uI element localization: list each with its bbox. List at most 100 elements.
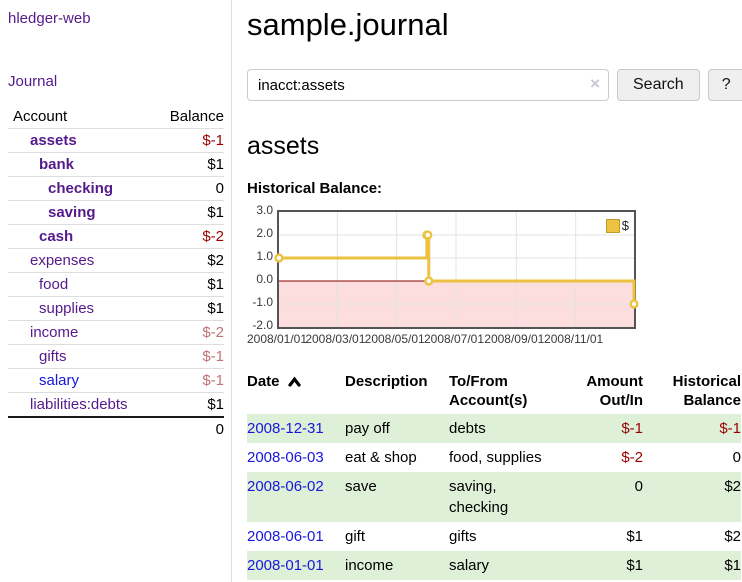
column-header-date[interactable]: Date [247, 368, 345, 414]
account-row: supplies $1 [8, 296, 224, 321]
transaction-balance: $-1 [719, 420, 741, 437]
transaction-accounts: gifts [449, 528, 477, 545]
accounts-total-balance: 0 [215, 421, 224, 438]
account-link-saving[interactable]: saving [48, 204, 96, 221]
x-axis-tick-label: 2008/03/01 [305, 332, 366, 346]
account-balance: $1 [207, 276, 224, 293]
y-axis-tick-label: -1.0 [252, 295, 273, 309]
account-link-supplies[interactable]: supplies [39, 300, 95, 317]
column-header-amount: Amount Out/In [586, 373, 643, 409]
transaction-date-cell: 2008-01-01 [247, 551, 345, 580]
y-axis-tick-label: 0.0 [256, 272, 273, 286]
transactions-table: Date Description To/From Account(s) Amount O… [247, 368, 741, 580]
transaction-balance: $1 [724, 557, 741, 574]
transaction-balance: $2 [724, 528, 741, 545]
app-brand-link[interactable]: hledger-web [8, 10, 91, 27]
account-row: food $1 [8, 272, 224, 297]
account-balance: $1 [207, 156, 224, 173]
transaction-accounts: saving, checking [449, 478, 509, 516]
transaction-row: 2008-01-01 income salary $1 $1 [247, 551, 741, 580]
account-link-income[interactable]: income [30, 324, 79, 341]
account-title: assets [247, 132, 320, 160]
transaction-date-link[interactable]: 2008-06-02 [247, 478, 324, 495]
account-link-food[interactable]: food [39, 276, 69, 293]
transaction-date-cell: 2008-06-01 [247, 522, 345, 551]
transaction-row: 2008-06-01 gift gifts $1 $2 [247, 522, 741, 551]
account-balance: $-2 [202, 324, 224, 341]
transaction-description: gift [345, 528, 366, 545]
account-link-liabilities-debts[interactable]: liabilities:debts [30, 396, 128, 413]
account-balance: $1 [207, 204, 224, 221]
y-axis-tick-label: 3.0 [256, 203, 273, 217]
transaction-date-link[interactable]: 2008-06-01 [247, 528, 324, 545]
account-row: cash $-2 [8, 224, 224, 249]
column-header-tofrom: To/From Account(s) [449, 373, 528, 409]
transaction-date-cell: 2008-12-31 [247, 414, 345, 443]
chart-legend: $ [605, 218, 629, 233]
column-header-historical: Historical Balance [672, 373, 741, 409]
transaction-date-link[interactable]: 2008-01-01 [247, 557, 324, 574]
transaction-description: pay off [345, 420, 390, 437]
account-link-cash[interactable]: cash [39, 228, 74, 245]
accounts-table-body: assets $-1 bank $1 checking 0 saving $1 cash $-2 e… [8, 128, 224, 418]
transaction-date-link[interactable]: 2008-06-03 [247, 449, 324, 466]
account-row: saving $1 [8, 200, 224, 225]
legend-swatch-icon [605, 218, 620, 233]
balance-chart: $ 3.0 2.0 1.0 0.0 -1.0 -2.0 2008/01/01 2008/03/… [247, 203, 742, 346]
search-input[interactable] [247, 69, 609, 101]
x-axis-tick-label: 2008/05/01 [364, 332, 425, 346]
search-button[interactable]: Search [617, 69, 700, 101]
transaction-date-link[interactable]: 2008-12-31 [247, 420, 324, 437]
account-row: income $-2 [8, 320, 224, 345]
account-balance: $-1 [202, 372, 224, 389]
page-title: sample.journal [247, 7, 449, 42]
account-link-gifts[interactable]: gifts [39, 348, 67, 365]
search-box: × [247, 69, 609, 101]
account-link-checking[interactable]: checking [48, 180, 114, 197]
sort-ascending-icon [288, 376, 301, 387]
account-row: bank $1 [8, 152, 224, 177]
transaction-accounts: food, supplies [449, 449, 542, 466]
accounts-table: Account Balance assets $-1 bank $1 checking 0… [8, 105, 224, 441]
account-balance: $1 [207, 396, 224, 413]
account-balance: $-1 [202, 132, 224, 149]
account-balance: $-1 [202, 348, 224, 365]
transaction-amount: $-2 [621, 449, 643, 466]
account-row: checking 0 [8, 176, 224, 201]
transaction-date-cell: 2008-06-02 [247, 472, 345, 522]
account-link-expenses[interactable]: expenses [30, 252, 95, 269]
transaction-row: 2008-06-02 save saving, checking 0 $2 [247, 472, 741, 522]
transaction-balance: $2 [724, 478, 741, 495]
accounts-total-row: 0 [8, 417, 224, 441]
clear-search-icon[interactable]: × [590, 74, 600, 93]
account-link-bank[interactable]: bank [39, 156, 75, 173]
sidebar-item-journal[interactable]: Journal [8, 73, 58, 90]
account-row: gifts $-1 [8, 344, 224, 369]
chart-label: Historical Balance: [247, 180, 383, 197]
x-axis-tick-label: 2008/09/01 [484, 332, 545, 346]
account-link-salary[interactable]: salary [39, 372, 80, 389]
account-balance: $2 [207, 252, 224, 269]
transaction-row: 2008-12-31 pay off debts $-1 $-1 [247, 414, 741, 443]
transaction-description: income [345, 557, 394, 574]
y-axis-tick-label: 1.0 [256, 249, 273, 263]
transaction-amount: $-1 [621, 420, 643, 437]
account-row: salary $-1 [8, 368, 224, 393]
account-balance: 0 [215, 180, 224, 197]
accounts-header-account: Account [13, 108, 68, 125]
transaction-date-cell: 2008-06-03 [247, 443, 345, 472]
account-link-assets[interactable]: assets [30, 132, 77, 149]
legend-label: $ [621, 218, 629, 233]
x-axis-tick-label: 2008/07/01 [423, 332, 485, 346]
transaction-balance: 0 [732, 449, 741, 466]
transaction-amount: $1 [626, 528, 643, 545]
transactions-table-body: 2008-12-31 pay off debts $-1 $-1 2008-06-03 ea… [247, 414, 741, 580]
accounts-header-row: Account Balance [8, 105, 224, 129]
account-balance: $-2 [202, 228, 224, 245]
help-button[interactable]: ? [707, 69, 742, 101]
transaction-description: eat & shop [345, 449, 417, 466]
x-axis-tick-label: 2008/01/01 [246, 332, 308, 346]
transaction-accounts: salary [449, 557, 490, 574]
transaction-row: 2008-06-03 eat & shop food, supplies $-2 0 [247, 443, 741, 472]
chart-plot-area: $ [274, 210, 639, 329]
